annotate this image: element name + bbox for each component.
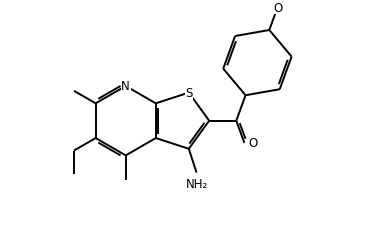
Text: O: O [273, 2, 282, 15]
Text: N: N [122, 80, 130, 93]
Text: O: O [249, 137, 258, 150]
Text: NH₂: NH₂ [186, 177, 208, 190]
Text: S: S [185, 87, 193, 100]
